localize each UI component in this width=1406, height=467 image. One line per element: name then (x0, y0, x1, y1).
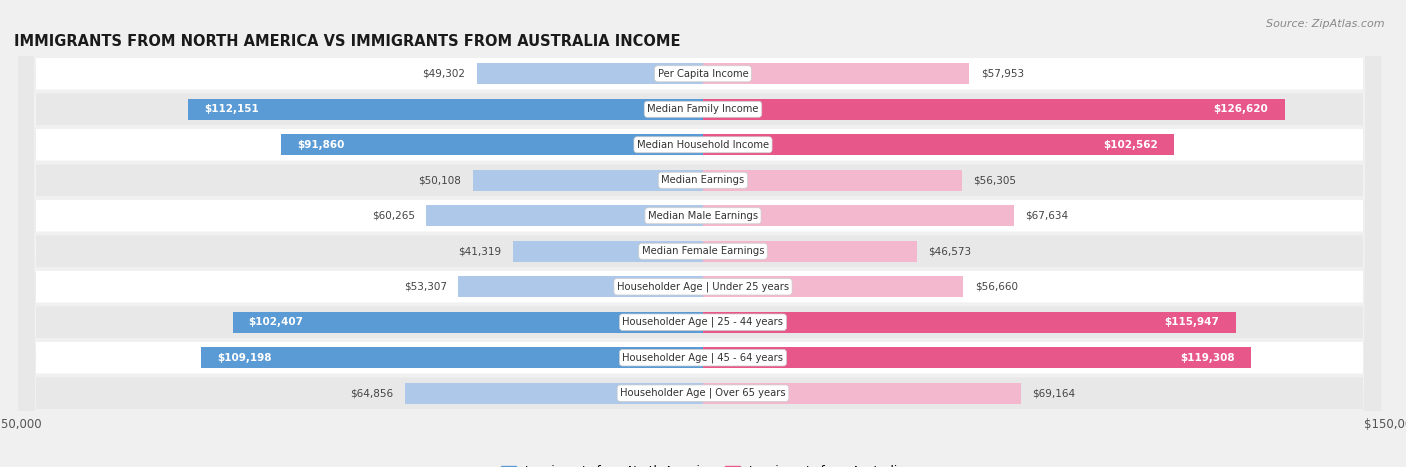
Text: Source: ZipAtlas.com: Source: ZipAtlas.com (1267, 19, 1385, 28)
Text: $64,856: $64,856 (350, 388, 394, 398)
Bar (281, 134, 703, 155)
FancyBboxPatch shape (17, 0, 1382, 467)
Bar (472, 170, 703, 191)
Text: $119,308: $119,308 (1180, 353, 1234, 363)
Text: $56,660: $56,660 (974, 282, 1018, 292)
Bar (703, 99, 1285, 120)
Text: $56,305: $56,305 (973, 175, 1017, 185)
Bar (405, 383, 703, 403)
Text: $46,573: $46,573 (928, 246, 972, 256)
Bar (703, 241, 917, 262)
Text: Per Capita Income: Per Capita Income (658, 69, 748, 79)
Bar (703, 134, 1174, 155)
Bar (703, 383, 1021, 403)
Text: $67,634: $67,634 (1025, 211, 1069, 221)
FancyBboxPatch shape (17, 0, 1382, 467)
Bar (426, 205, 703, 226)
Text: Median Family Income: Median Family Income (647, 104, 759, 114)
Text: Householder Age | 45 - 64 years: Householder Age | 45 - 64 years (623, 353, 783, 363)
FancyBboxPatch shape (17, 0, 1382, 467)
Text: Householder Age | Under 25 years: Householder Age | Under 25 years (617, 282, 789, 292)
Text: $115,947: $115,947 (1164, 317, 1219, 327)
FancyBboxPatch shape (17, 0, 1382, 467)
Bar (188, 99, 703, 120)
Text: $53,307: $53,307 (404, 282, 447, 292)
FancyBboxPatch shape (17, 0, 1382, 467)
Text: $50,108: $50,108 (419, 175, 461, 185)
FancyBboxPatch shape (17, 0, 1382, 467)
Legend: Immigrants from North America, Immigrants from Australia: Immigrants from North America, Immigrant… (496, 460, 910, 467)
Bar (201, 347, 703, 368)
FancyBboxPatch shape (17, 0, 1382, 467)
Bar (232, 312, 703, 333)
Text: $57,953: $57,953 (980, 69, 1024, 79)
Text: IMMIGRANTS FROM NORTH AMERICA VS IMMIGRANTS FROM AUSTRALIA INCOME: IMMIGRANTS FROM NORTH AMERICA VS IMMIGRA… (14, 34, 681, 49)
Text: Median Female Earnings: Median Female Earnings (641, 246, 765, 256)
Text: $109,198: $109,198 (218, 353, 271, 363)
Text: $60,265: $60,265 (371, 211, 415, 221)
Text: $102,562: $102,562 (1104, 140, 1159, 150)
Bar (513, 241, 703, 262)
Text: $41,319: $41,319 (458, 246, 502, 256)
Text: $69,164: $69,164 (1032, 388, 1076, 398)
Bar (458, 276, 703, 297)
FancyBboxPatch shape (17, 0, 1382, 467)
FancyBboxPatch shape (17, 0, 1382, 467)
Bar (703, 312, 1236, 333)
Text: Median Male Earnings: Median Male Earnings (648, 211, 758, 221)
FancyBboxPatch shape (17, 0, 1382, 467)
Bar (703, 170, 962, 191)
Text: Median Household Income: Median Household Income (637, 140, 769, 150)
Bar (703, 347, 1251, 368)
Text: $49,302: $49,302 (422, 69, 465, 79)
Bar (703, 276, 963, 297)
Text: Householder Age | Over 65 years: Householder Age | Over 65 years (620, 388, 786, 398)
Bar (477, 64, 703, 84)
Text: $102,407: $102,407 (249, 317, 304, 327)
Text: $91,860: $91,860 (297, 140, 344, 150)
Text: $126,620: $126,620 (1213, 104, 1268, 114)
Bar (703, 205, 1014, 226)
Text: $112,151: $112,151 (204, 104, 259, 114)
Text: Median Earnings: Median Earnings (661, 175, 745, 185)
Text: Householder Age | 25 - 44 years: Householder Age | 25 - 44 years (623, 317, 783, 327)
Bar (703, 64, 969, 84)
